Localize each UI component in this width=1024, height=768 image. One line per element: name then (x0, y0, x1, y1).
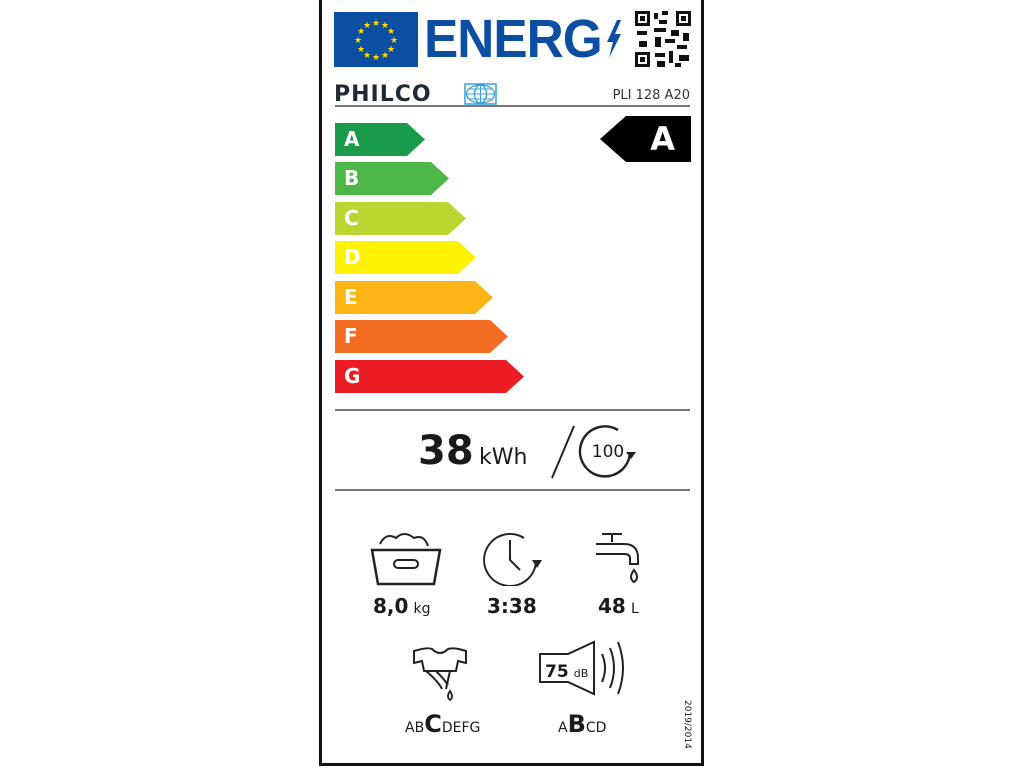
svg-text:★: ★ (357, 45, 365, 55)
energy-value: 38 (418, 428, 474, 474)
regulation-number: 2019/2014 (682, 700, 692, 749)
noise-value: 75 (545, 662, 569, 682)
class-bar-c: C (335, 202, 466, 235)
clock-icon (483, 533, 542, 586)
slash-separator (551, 425, 575, 479)
noise-class-selected: B (567, 710, 586, 738)
svg-text:★: ★ (387, 27, 395, 37)
class-bar-g: G (335, 360, 524, 393)
svg-text:★: ★ (354, 36, 362, 46)
class-bar-d: D (335, 241, 476, 274)
spin-class-selected: C (424, 710, 442, 738)
spin-class-post: DEFG (441, 720, 481, 736)
svg-text:★: ★ (372, 53, 380, 63)
spin-drying-icon (413, 647, 467, 701)
cycles-icon (578, 425, 636, 478)
noise: 75 dB (545, 662, 588, 682)
energy-label (319, 0, 704, 766)
class-bar-e: E (335, 281, 493, 314)
model-number: PLI 128 A20 (612, 88, 690, 103)
water-value: 48 (598, 594, 626, 618)
svg-text:★: ★ (390, 36, 398, 46)
svg-text:★: ★ (363, 51, 371, 61)
noise-class-scale: ABCD (558, 710, 606, 738)
philco-globe-icon (464, 83, 497, 105)
spin-class-scale: ABCDEFG (405, 710, 480, 738)
duration-value: 3:38 (487, 594, 537, 618)
speaker-icon (539, 640, 624, 696)
water-unit: L (630, 601, 639, 617)
capacity-value: 8,0 (373, 594, 409, 618)
capacity-unit: kg (413, 601, 431, 617)
svg-text:★: ★ (381, 21, 389, 31)
lightning-icon (607, 20, 621, 58)
laundry-basket-icon (370, 533, 442, 586)
capacity: 8,0 kg (373, 594, 431, 618)
divider (335, 105, 690, 107)
qr-code-icon (635, 11, 691, 67)
class-bar-a: A (335, 123, 425, 156)
eu-flag-icon: ★ ★★★★★ ★★★★★★ (334, 12, 418, 67)
svg-text:★: ★ (387, 45, 395, 55)
cycles-value: 100 (591, 442, 625, 462)
noise-unit: dB (573, 667, 589, 680)
water-tap-icon (596, 533, 639, 584)
svg-text:★: ★ (372, 19, 380, 29)
class-bar-f: F (335, 320, 508, 353)
energy-title: ENERG (424, 9, 603, 69)
svg-text:★: ★ (381, 51, 389, 61)
water: 48 L (598, 594, 639, 618)
noise-class-post: CD (585, 720, 607, 736)
spin-class-pre: AB (405, 720, 425, 736)
svg-text:★: ★ (363, 21, 371, 31)
noise-class-pre: A (558, 720, 568, 736)
divider (335, 489, 690, 491)
svg-text:★: ★ (357, 27, 365, 37)
divider (335, 409, 690, 411)
energy-unit: kWh (479, 445, 528, 470)
class-bar-b: B (335, 162, 449, 195)
brand-name: PHILCO (334, 82, 432, 107)
